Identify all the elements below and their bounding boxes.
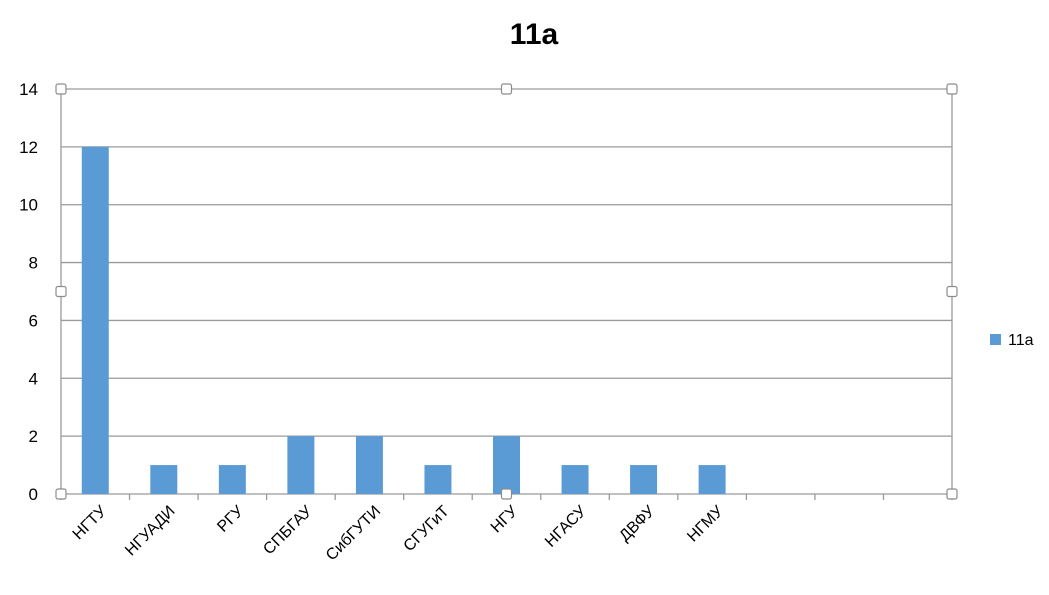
legend-swatch xyxy=(990,334,1001,345)
y-tick-label: 0 xyxy=(29,485,38,504)
bar xyxy=(630,465,658,494)
x-tick-label: СПБГАУ xyxy=(260,502,316,558)
resize-handle[interactable] xyxy=(500,83,513,95)
x-tick-label: НГМУ xyxy=(684,502,727,545)
bars xyxy=(81,146,726,494)
x-tick-label: СибГУТИ xyxy=(323,503,384,564)
resize-handle[interactable] xyxy=(946,83,958,95)
x-axis-ticks: НГТУ НГУАДИ РГУ СПБГАУ СибГУТИ СГУГиТ НГУ НГАСУ… xyxy=(70,502,728,564)
y-tick-label: 8 xyxy=(29,254,38,273)
x-tick-label: НГУ xyxy=(488,502,522,536)
bar xyxy=(561,465,589,494)
y-tick-label: 6 xyxy=(29,311,38,330)
bar xyxy=(150,465,178,494)
y-tick-label: 2 xyxy=(29,427,38,446)
bar xyxy=(698,465,726,494)
y-tick-label: 10 xyxy=(19,196,38,215)
bar xyxy=(355,436,383,494)
resize-handle[interactable] xyxy=(55,488,67,500)
x-tick-label: НГАСУ xyxy=(542,502,590,550)
x-tick-label: РГУ xyxy=(214,502,247,535)
y-tick-label: 14 xyxy=(19,80,38,99)
y-axis-ticks: 0 2 4 6 8 10 12 14 xyxy=(19,80,38,504)
legend-label: 11a xyxy=(1008,332,1034,349)
resize-handle[interactable] xyxy=(946,488,958,500)
bar xyxy=(81,146,109,494)
resize-handle[interactable] xyxy=(55,83,67,95)
y-tick-label: 12 xyxy=(19,138,38,157)
bar xyxy=(218,465,246,494)
y-tick-label: 4 xyxy=(29,369,38,388)
selection-handles[interactable] xyxy=(55,83,958,500)
chart-title: 11a xyxy=(510,18,559,51)
x-tick-label: НГУАДИ xyxy=(122,503,178,559)
bar xyxy=(424,465,452,494)
resize-handle[interactable] xyxy=(55,285,67,298)
x-tick-label: СГУГиТ xyxy=(401,503,453,555)
x-tick-label: НГТУ xyxy=(70,502,111,543)
x-tick-label: ДВФУ xyxy=(616,502,659,545)
gridlines xyxy=(60,88,953,500)
bar xyxy=(493,436,520,494)
legend: 11a xyxy=(990,332,1034,349)
resize-handle[interactable] xyxy=(500,488,513,500)
bar xyxy=(287,436,315,494)
resize-handle[interactable] xyxy=(946,285,958,298)
